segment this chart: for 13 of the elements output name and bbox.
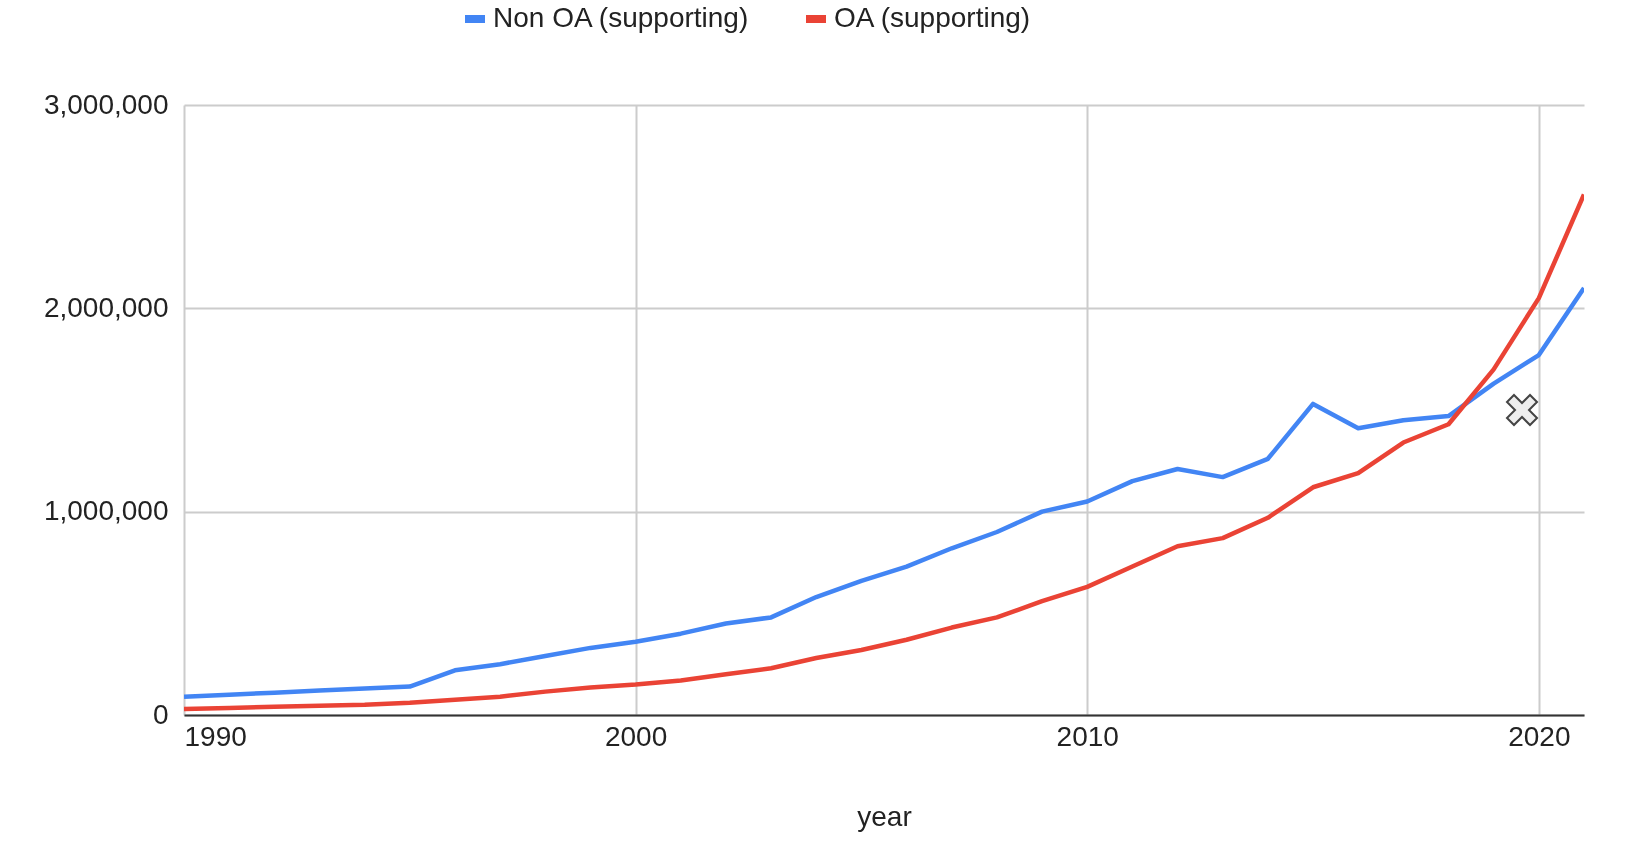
y-tick-label: 1,000,000	[43, 495, 169, 527]
legend-label: OA (supporting)	[834, 2, 1031, 33]
x-tick-label: 2010	[1056, 720, 1119, 752]
y-tick-label: 0	[152, 698, 169, 730]
legend-label: Non OA (supporting)	[493, 2, 749, 33]
x-tick-label: 2000	[604, 720, 668, 752]
x-tick-label: 1990	[184, 720, 247, 752]
y-tick-label: 2,000,000	[43, 291, 169, 323]
line-series	[184, 285, 1584, 699]
x-tick-label: 2020	[1508, 720, 1571, 752]
y-tick-label: 3,000,000	[43, 88, 169, 120]
line-series	[184, 192, 1584, 712]
x-axis-title: year	[857, 800, 912, 832]
